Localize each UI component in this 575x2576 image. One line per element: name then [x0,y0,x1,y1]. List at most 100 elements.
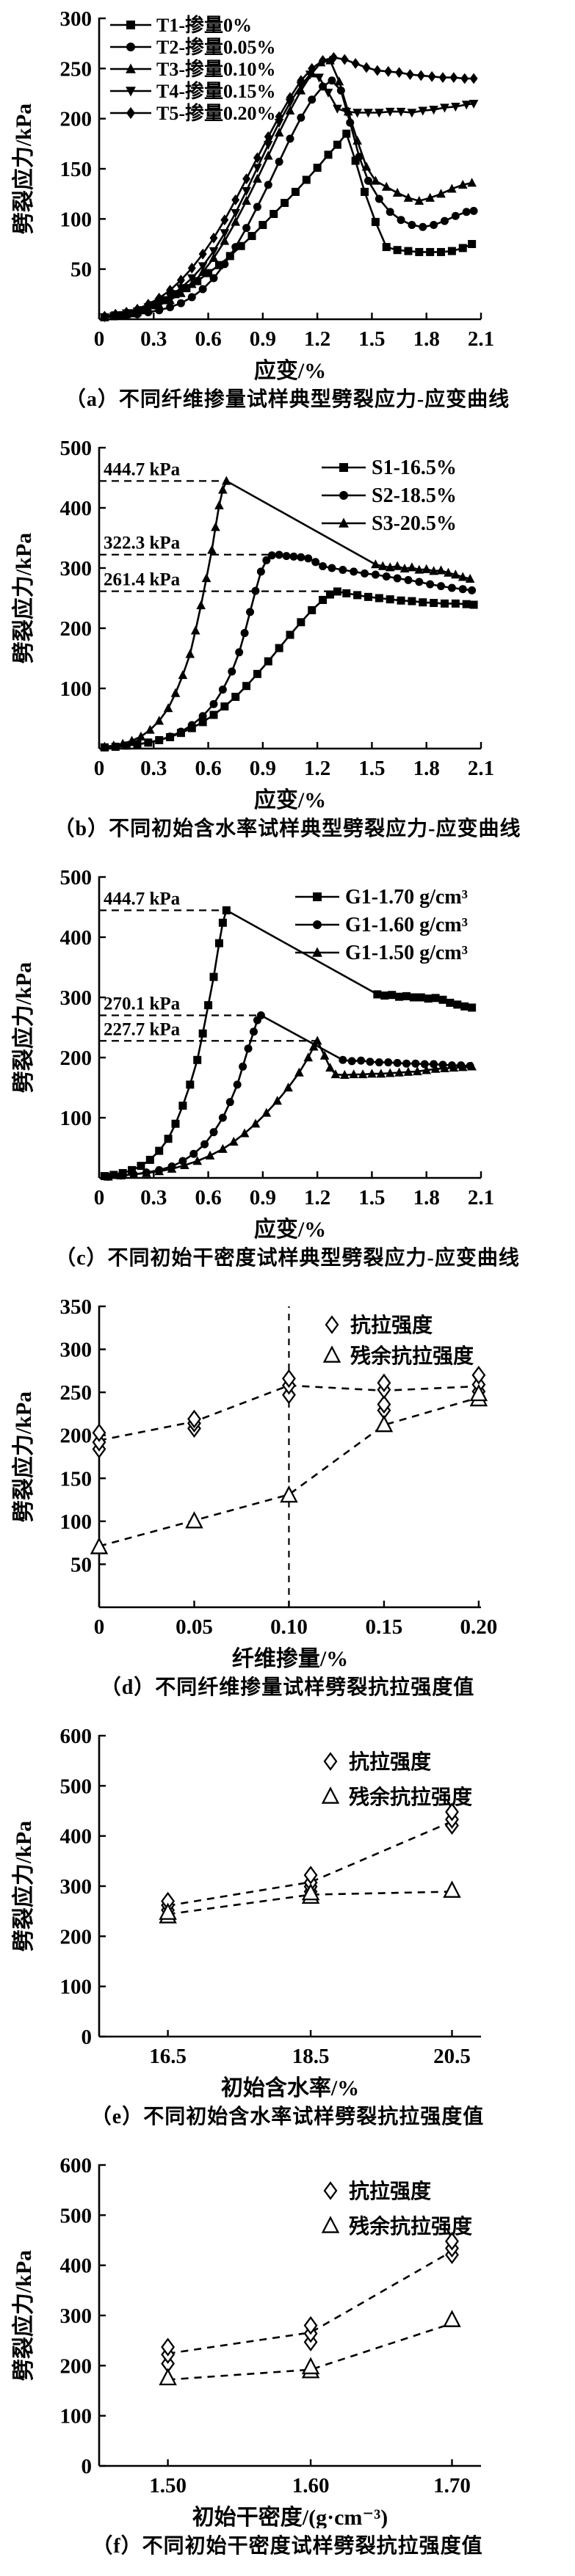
svg-text:1.2: 1.2 [304,1186,330,1209]
svg-text:0.6: 0.6 [195,1186,221,1209]
panel-d: 50 100 150 200 250 300 350 0 0.05 0.10 0.15 0.20 劈裂应… [0,1288,575,1717]
chart-a-canvas: 50 100 150 200 250 300 0 0.3 0.6 0.9 1.2 1.5 1.8 2.1 劈… [11,7,494,382]
svg-text:0.9: 0.9 [250,1186,276,1209]
svg-text:300: 300 [60,986,93,1010]
svg-text:0.10: 0.10 [270,1615,308,1639]
svg-text:T3-掺量0.10%: T3-掺量0.10% [156,58,276,80]
svg-text:2.1: 2.1 [468,757,494,780]
svg-text:1.50: 1.50 [149,2474,187,2497]
svg-text:G1-1.60 g/cm³: G1-1.60 g/cm³ [345,914,468,936]
chart-a-caption: （a）不同纤维掺量试样典型劈裂应力-应变曲线 [65,388,510,411]
ticks [98,17,482,319]
series-0 [161,2232,459,2373]
svg-text:初始干密度/(g·cm⁻³): 初始干密度/(g·cm⁻³) [192,2505,388,2528]
svg-text:0.3: 0.3 [140,757,167,780]
svg-text:1.8: 1.8 [413,327,440,351]
svg-text:0: 0 [82,2455,93,2478]
svg-text:322.3 kPa: 322.3 kPa [104,534,181,553]
svg-text:T2-掺量0.05%: T2-掺量0.05% [156,36,276,58]
svg-text:150: 150 [60,1467,93,1491]
axes [98,2164,481,2467]
svg-text:200: 200 [60,1925,93,1949]
svg-text:200: 200 [60,2354,93,2378]
panel-b: 100 200 300 400 500 0 0.3 0.6 0.9 1.2 1.5 1.8 2.1 劈裂应… [0,429,575,859]
annotation: 444.7 kPa [99,889,227,912]
svg-text:1.8: 1.8 [413,757,440,780]
svg-text:261.4 kPa: 261.4 kPa [104,570,181,590]
legend: S1-16.5% S2-18.5% S3-20.5% [322,456,457,535]
svg-text:100: 100 [60,208,93,231]
svg-text:500: 500 [60,437,93,460]
svg-text:200: 200 [60,108,93,131]
svg-text:初始含水率/%: 初始含水率/% [221,2075,359,2099]
chart-f-caption: （f）不同初始干密度试样劈裂抗拉强度值 [92,2535,483,2558]
legend: T1-掺量0%T2-掺量0.05%T3-掺量0.10%T4-掺量0.15%T5-… [110,14,276,124]
svg-text:劈裂应力/kPa: 劈裂应力/kPa [11,533,36,663]
svg-text:G1-1.70 g/cm³: G1-1.70 g/cm³ [345,886,468,909]
svg-text:200: 200 [60,617,93,641]
svg-text:0.20: 0.20 [460,1615,498,1639]
series-0 [92,1365,486,1459]
svg-text:100: 100 [60,1976,93,1999]
svg-text:18.5: 18.5 [292,2045,330,2068]
panel-a: 50 100 150 200 250 300 0 0.3 0.6 0.9 1.2 1.5 1.8 2.1 劈… [0,0,575,429]
svg-text:1.8: 1.8 [413,1186,440,1209]
svg-text:2.1: 2.1 [468,327,494,351]
series-1 [90,1383,488,1554]
ticks [99,2164,453,2467]
series-4 [100,51,478,322]
chart-b-caption: （b）不同初始含水率试样典型劈裂应力-应变曲线 [54,818,521,840]
svg-text:S1-16.5%: S1-16.5% [372,456,457,479]
svg-text:350: 350 [60,1295,93,1319]
annotation: 270.1 kPa [99,994,261,1016]
svg-text:0.6: 0.6 [195,757,221,780]
svg-text:0: 0 [94,757,105,780]
chart-c-canvas: 100 200 300 400 500 0 0.3 0.6 0.9 1.2 1.5 1.8 2.1 劈裂应… [11,866,494,1240]
series-2 [100,476,475,751]
svg-text:劈裂应力/kPa: 劈裂应力/kPa [11,2250,36,2381]
axes [98,876,481,1179]
annotation: 261.4 kPa [99,570,338,592]
svg-text:444.7 kPa: 444.7 kPa [104,459,181,479]
svg-text:1.2: 1.2 [304,327,330,351]
annotation: 227.7 kPa [99,1019,318,1042]
svg-text:100: 100 [60,677,93,701]
svg-text:444.7 kPa: 444.7 kPa [104,889,181,909]
svg-text:0.6: 0.6 [195,327,221,351]
ticks [99,1734,453,2038]
svg-text:1.2: 1.2 [304,757,330,780]
svg-text:20.5: 20.5 [433,2045,471,2068]
svg-text:300: 300 [60,557,93,581]
svg-text:600: 600 [60,1725,93,1748]
svg-text:0.15: 0.15 [366,1615,403,1639]
svg-text:100: 100 [60,1510,93,1534]
svg-text:300: 300 [60,1339,93,1362]
svg-text:0.9: 0.9 [250,757,276,780]
svg-text:劈裂应力/kPa: 劈裂应力/kPa [11,1391,36,1522]
svg-text:1.70: 1.70 [433,2474,471,2497]
svg-text:0: 0 [94,327,105,351]
chart-e-canvas: 0 100 200 300 400 500 600 16.5 18.5 20.5 劈裂应力/kPa 初… [11,1725,481,2099]
svg-text:0: 0 [94,1615,105,1639]
series-1 [159,1880,461,1924]
series-1 [100,550,477,752]
svg-text:200: 200 [60,1047,93,1070]
series-1 [159,2310,461,2386]
svg-text:劈裂应力/kPa: 劈裂应力/kPa [11,103,36,234]
svg-text:150: 150 [60,158,93,181]
svg-text:劈裂应力/kPa: 劈裂应力/kPa [11,1821,36,1951]
legend: G1-1.70 g/cm³ G1-1.60 g/cm³ G1-1.50 g/cm³ [295,886,468,964]
panel-e: 0 100 200 300 400 500 600 16.5 18.5 20.5 劈裂应力/kPa 初… [0,1717,575,2147]
svg-text:100: 100 [60,2405,93,2428]
chart-d-caption: （d）不同纤维掺量试样劈裂抗拉强度值 [100,1676,475,1699]
svg-text:纤维掺量/%: 纤维掺量/% [232,1646,348,1670]
series-2 [100,55,477,321]
series-0 [100,587,478,752]
series-2 [104,1036,477,1181]
chart-f-canvas: 0 100 200 300 400 500 600 1.50 1.60 1.70 劈裂应力/kPa 初… [11,2154,481,2528]
svg-text:0.3: 0.3 [140,327,167,351]
